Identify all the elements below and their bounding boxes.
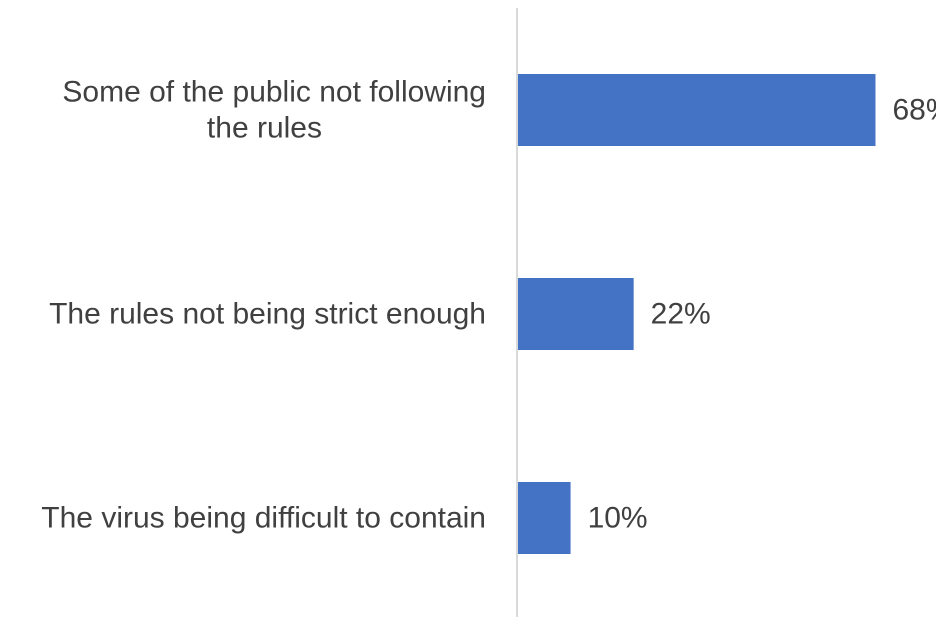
bars-group: [518, 74, 876, 554]
category-label-line: Some of the public not following: [62, 76, 486, 109]
value-label-1: 68%: [892, 94, 936, 127]
category-label-1: Some of the public not following the rule…: [62, 76, 486, 145]
bar-2: [518, 278, 634, 350]
category-labels-group: Some of the public not following the rule…: [41, 76, 486, 535]
value-label-2: 22%: [651, 298, 711, 331]
category-label-2: The rules not being strict enough: [49, 298, 486, 331]
category-label-line: The virus being difficult to contain: [41, 502, 486, 535]
value-labels-group: 68% 22% 10%: [588, 94, 936, 535]
category-label-3: The virus being difficult to contain: [41, 502, 486, 535]
bar-3: [518, 482, 571, 554]
category-label-line: the rules: [207, 112, 322, 145]
category-label-line: The rules not being strict enough: [49, 298, 486, 331]
value-label-3: 10%: [588, 502, 648, 535]
bar-1: [518, 74, 876, 146]
